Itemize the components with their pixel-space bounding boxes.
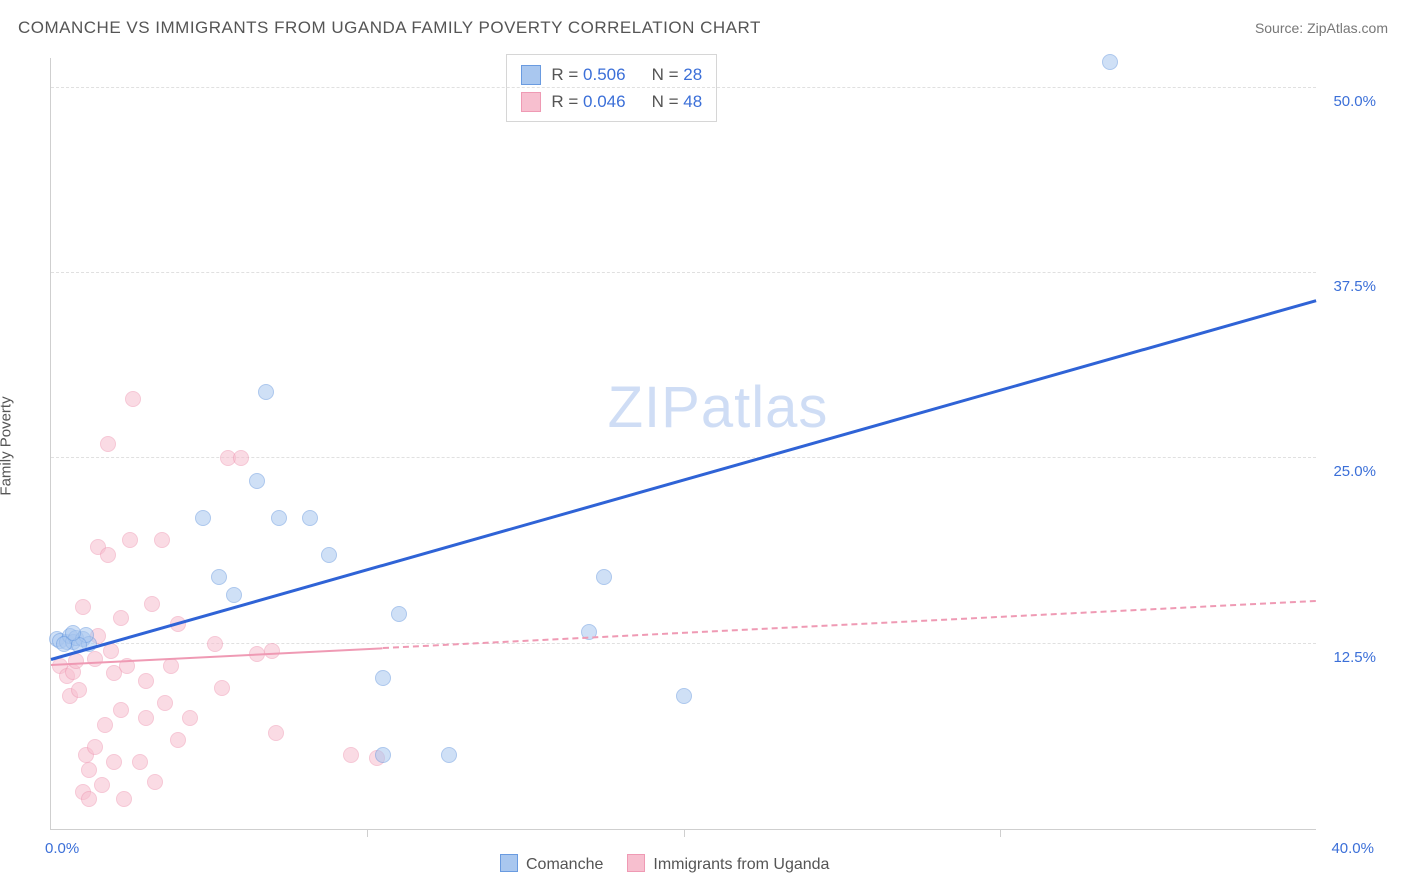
data-point (113, 702, 129, 718)
legend-swatch (627, 854, 645, 872)
data-point (321, 547, 337, 563)
data-point (182, 710, 198, 726)
data-point (226, 587, 242, 603)
data-point (144, 596, 160, 612)
legend-bottom: Comanche Immigrants from Uganda (500, 854, 829, 874)
data-point (170, 732, 186, 748)
x-tick-mark (367, 829, 368, 837)
y-tick-label: 12.5% (1333, 649, 1376, 666)
legend-stats-box: R = 0.506 N = 28 R = 0.046 N = 48 (506, 54, 717, 122)
legend-swatch (521, 92, 541, 112)
legend-R-label: R = 0.506 (551, 61, 625, 88)
data-point (375, 670, 391, 686)
data-point (97, 717, 113, 733)
data-point (258, 384, 274, 400)
data-point (154, 532, 170, 548)
data-point (1102, 54, 1118, 70)
source-link[interactable]: ZipAtlas.com (1307, 20, 1388, 36)
data-point (157, 695, 173, 711)
data-point (249, 473, 265, 489)
data-point (302, 510, 318, 526)
legend-N-label: N = 28 (652, 61, 703, 88)
chart-title: COMANCHE VS IMMIGRANTS FROM UGANDA FAMIL… (18, 18, 761, 38)
data-point (441, 747, 457, 763)
data-point (163, 658, 179, 674)
source-label: Source: ZipAtlas.com (1255, 20, 1388, 36)
data-point (391, 606, 407, 622)
scatter-plot: ZIPatlas R = 0.506N = 28R = 0.046N = 48 … (50, 58, 1316, 830)
data-point (81, 791, 97, 807)
legend-item: Immigrants from Uganda (627, 854, 829, 874)
data-point (87, 739, 103, 755)
data-point (211, 569, 227, 585)
data-point (65, 625, 81, 641)
data-point (81, 762, 97, 778)
data-point (147, 774, 163, 790)
legend-N-label: N = 48 (652, 88, 703, 115)
data-point (676, 688, 692, 704)
data-point (116, 791, 132, 807)
x-tick-label: 40.0% (1331, 840, 1374, 857)
data-point (264, 643, 280, 659)
data-point (343, 747, 359, 763)
data-point (106, 754, 122, 770)
gridline (51, 643, 1316, 644)
data-point (100, 436, 116, 452)
data-point (75, 599, 91, 615)
data-point (207, 636, 223, 652)
data-point (100, 547, 116, 563)
trend-line (51, 300, 1317, 662)
y-tick-label: 25.0% (1333, 463, 1376, 480)
data-point (268, 725, 284, 741)
legend-swatch (521, 65, 541, 85)
x-tick-mark (684, 829, 685, 837)
legend-swatch (500, 854, 518, 872)
legend-R-label: R = 0.046 (551, 88, 625, 115)
data-point (233, 450, 249, 466)
watermark: ZIPatlas (608, 374, 829, 441)
legend-stats-row: R = 0.506 N = 28 (521, 61, 702, 88)
data-point (375, 747, 391, 763)
legend-stats-row: R = 0.046 N = 48 (521, 88, 702, 115)
data-point (214, 680, 230, 696)
data-point (87, 651, 103, 667)
data-point (138, 673, 154, 689)
data-point (138, 710, 154, 726)
data-point (195, 510, 211, 526)
data-point (71, 682, 87, 698)
y-tick-label: 37.5% (1333, 278, 1376, 295)
data-point (596, 569, 612, 585)
legend-item: Comanche (500, 854, 603, 874)
y-axis-label: Family Poverty (0, 396, 15, 495)
x-tick-label: 0.0% (45, 840, 79, 857)
data-point (271, 510, 287, 526)
gridline (51, 272, 1316, 273)
x-tick-mark (1000, 829, 1001, 837)
data-point (122, 532, 138, 548)
gridline (51, 87, 1316, 88)
data-point (113, 610, 129, 626)
data-point (94, 777, 110, 793)
y-tick-label: 50.0% (1333, 93, 1376, 110)
data-point (125, 391, 141, 407)
data-point (132, 754, 148, 770)
